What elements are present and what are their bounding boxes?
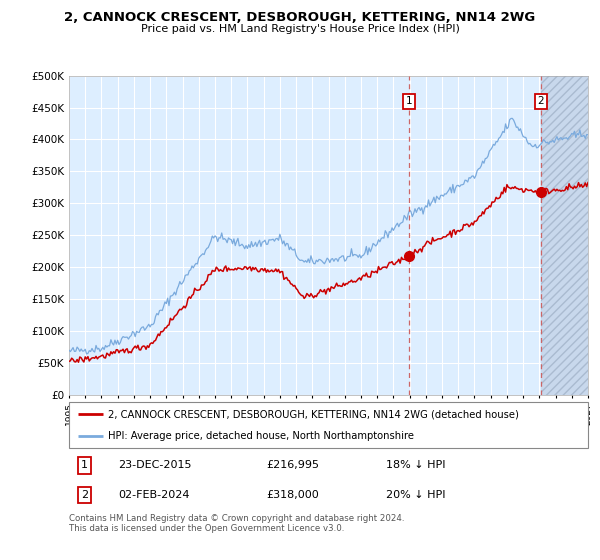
Text: Contains HM Land Registry data © Crown copyright and database right 2024.
This d: Contains HM Land Registry data © Crown c… <box>69 514 404 534</box>
Text: 20% ↓ HPI: 20% ↓ HPI <box>386 490 445 500</box>
Text: 2: 2 <box>81 490 88 500</box>
Text: 02-FEB-2024: 02-FEB-2024 <box>118 490 190 500</box>
Text: 2: 2 <box>538 96 544 106</box>
Text: HPI: Average price, detached house, North Northamptonshire: HPI: Average price, detached house, Nort… <box>108 431 414 441</box>
Text: 1: 1 <box>81 460 88 470</box>
Bar <box>541 76 588 395</box>
Text: £216,995: £216,995 <box>266 460 319 470</box>
Text: 1: 1 <box>406 96 412 106</box>
Text: 2, CANNOCK CRESCENT, DESBOROUGH, KETTERING, NN14 2WG: 2, CANNOCK CRESCENT, DESBOROUGH, KETTERI… <box>64 11 536 24</box>
Text: 23-DEC-2015: 23-DEC-2015 <box>118 460 192 470</box>
Text: £318,000: £318,000 <box>266 490 319 500</box>
Text: 18% ↓ HPI: 18% ↓ HPI <box>386 460 445 470</box>
Text: 2, CANNOCK CRESCENT, DESBOROUGH, KETTERING, NN14 2WG (detached house): 2, CANNOCK CRESCENT, DESBOROUGH, KETTERI… <box>108 409 519 419</box>
Text: Price paid vs. HM Land Registry's House Price Index (HPI): Price paid vs. HM Land Registry's House … <box>140 24 460 34</box>
